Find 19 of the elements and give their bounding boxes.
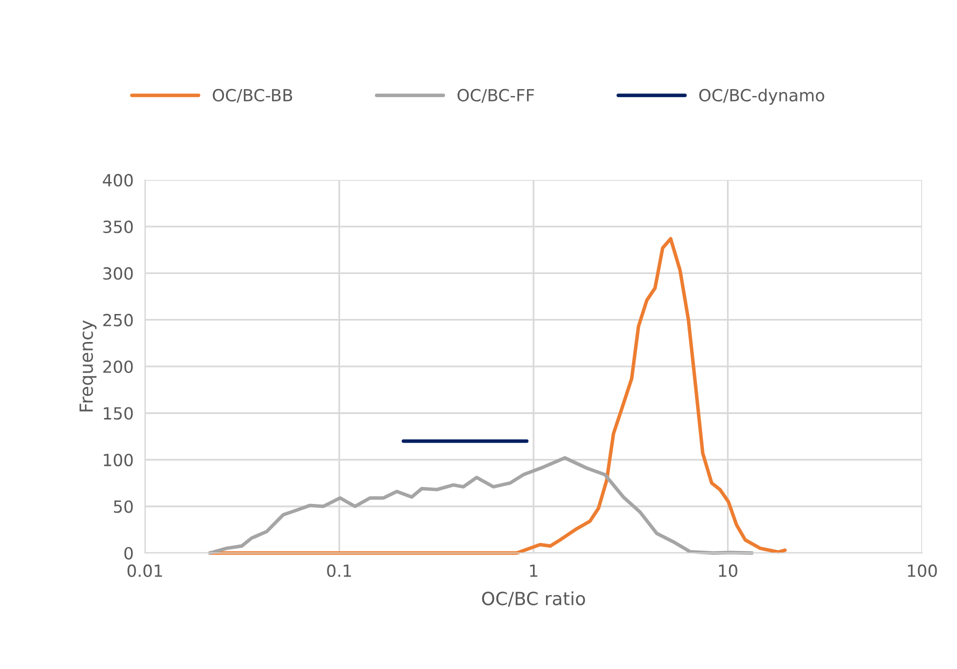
x-tick-label: 0.01 (128, 564, 162, 578)
x-tick-label: 0.1 (327, 564, 351, 578)
x-tick-label: 1 (530, 564, 538, 577)
y-tick-label: 350 (103, 220, 133, 234)
y-tick-label: 300 (103, 267, 133, 280)
x-tick-label: 100 (908, 564, 937, 578)
y-tick-label: 250 (103, 314, 133, 326)
y-tick-label: 0 (124, 546, 133, 560)
legend-label: OC/BC-dynamo (699, 88, 824, 105)
y-tick-label: 150 (104, 407, 133, 420)
x-tick-label: 10 (719, 564, 738, 578)
y-tick-label: 100 (104, 454, 133, 466)
y-tick-label: 400 (102, 174, 133, 187)
y-axis-title: Frequency (80, 320, 97, 412)
y-tick-label: 200 (103, 360, 133, 374)
legend-label: OC/BC-BB (212, 88, 292, 103)
legend-label: OC/BC-FF (458, 88, 534, 103)
y-tick-label: 50 (114, 500, 133, 513)
x-axis-title: OC/BC ratio (482, 591, 586, 607)
